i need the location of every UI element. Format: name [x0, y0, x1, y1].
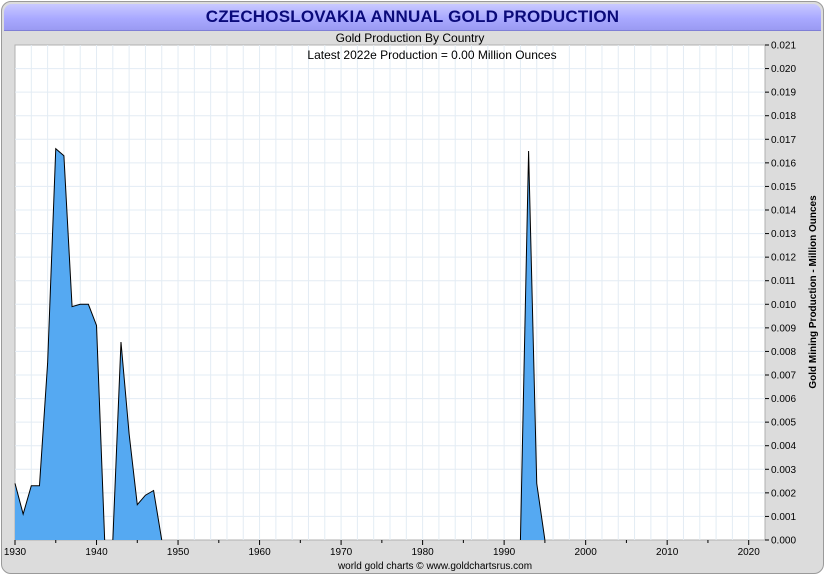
x-tick-label: 2010 — [656, 547, 679, 558]
x-tick-label: 1940 — [85, 547, 108, 558]
y-tick-label: 0.018 — [771, 111, 796, 122]
title-bar: CZECHOSLOVAKIA ANNUAL GOLD PRODUCTION — [4, 4, 821, 31]
x-tick-label: 1930 — [4, 547, 27, 558]
y-tick-label: 0.004 — [771, 441, 796, 452]
area-outline — [519, 151, 546, 541]
y-tick-label: 0.008 — [771, 347, 796, 358]
x-axis: 1930 1940 1950 1960 1970 1980 1990 2000 2010 2020 — [4, 540, 760, 558]
x-tick-label: 1960 — [248, 547, 271, 558]
x-tick-label: 1950 — [167, 547, 190, 558]
y-tick-label: 0.000 — [771, 536, 796, 547]
area-outline — [14, 147, 106, 541]
area-outline — [112, 341, 163, 541]
y-tick-label: 0.020 — [771, 64, 796, 75]
x-tick-label: 2000 — [575, 547, 598, 558]
chart-subtitle: Gold Production By Country — [336, 31, 485, 45]
chart-annotation: Latest 2022e Production = 0.00 Million O… — [307, 48, 556, 62]
y-tick-label: 0.005 — [771, 418, 796, 429]
y-tick-label: 0.016 — [771, 158, 796, 169]
y-tick-label: 0.007 — [771, 371, 796, 382]
area-fill — [15, 148, 105, 540]
y-tick-label: 0.012 — [771, 253, 796, 264]
y-tick-label: 0.003 — [771, 465, 796, 476]
area-series — [14, 147, 546, 541]
chart-title: CZECHOSLOVAKIA ANNUAL GOLD PRODUCTION — [205, 7, 620, 26]
y-tick-label: 0.013 — [771, 229, 796, 240]
y-tick-label: 0.010 — [771, 300, 796, 311]
x-tick-label: 1970 — [330, 547, 353, 558]
y-axis: 0.000 0.001 0.002 0.003 0.004 0.005 0.006 0.007… — [765, 41, 796, 547]
y-tick-label: 0.017 — [771, 135, 796, 146]
y-tick-label: 0.002 — [771, 488, 796, 499]
y-axis-label: Gold Mining Production - Million Ounces — [808, 195, 819, 389]
chart-footer: world gold charts © www.goldchartsrus.co… — [337, 561, 532, 572]
y-tick-label: 0.006 — [771, 394, 796, 405]
y-tick-label: 0.014 — [771, 206, 796, 217]
y-tick-label: 0.009 — [771, 323, 796, 334]
y-tick-label: 0.011 — [771, 276, 796, 287]
grid-lines — [15, 45, 765, 540]
y-tick-label: 0.021 — [771, 41, 796, 52]
x-tick-label: 1980 — [411, 547, 434, 558]
y-tick-label: 0.001 — [771, 512, 796, 523]
y-tick-label: 0.015 — [771, 182, 796, 193]
x-tick-label: 1990 — [493, 547, 516, 558]
y-tick-label: 0.019 — [771, 88, 796, 99]
area-fill — [520, 151, 545, 540]
x-tick-label: 2020 — [738, 547, 761, 558]
